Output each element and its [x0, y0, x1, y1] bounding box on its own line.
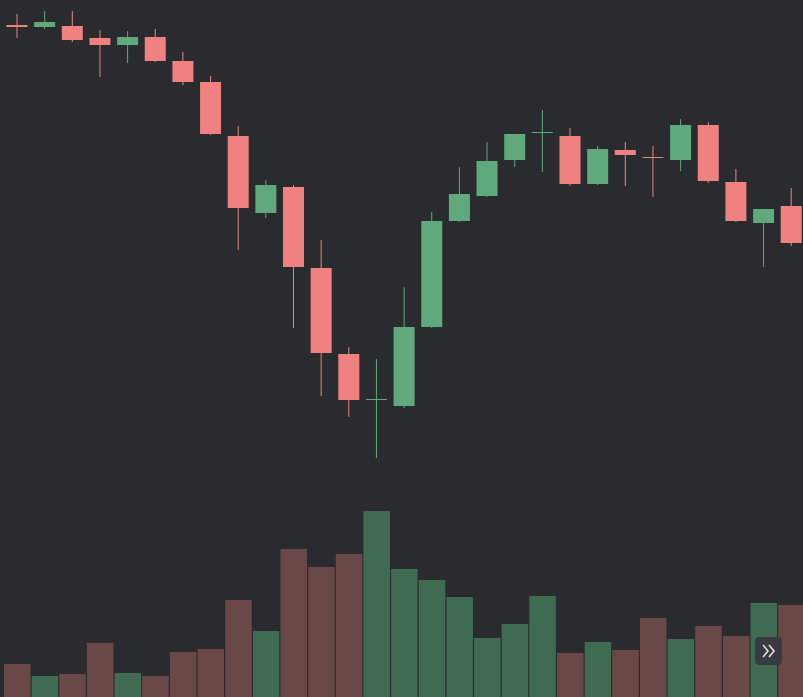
volume-bar [557, 653, 584, 697]
candle-body [504, 134, 526, 160]
candle-body [559, 136, 581, 184]
volume-bar [114, 673, 142, 697]
candle-body [421, 221, 443, 327]
volume-bar [31, 676, 59, 697]
candle-body [6, 25, 28, 27]
candle-body [310, 268, 332, 353]
volume-bar [612, 650, 639, 697]
candle-body [642, 157, 664, 158]
candle-body [780, 206, 802, 243]
volume-bar [363, 511, 390, 697]
volume-bar [225, 600, 252, 697]
volume-bar [584, 642, 612, 697]
volume-bar [391, 569, 418, 697]
candle-body [172, 61, 194, 82]
volume-bar [308, 567, 335, 697]
candle-body [725, 182, 747, 221]
candle-body [227, 136, 249, 208]
candle-body [338, 354, 360, 400]
volume-bar [474, 638, 501, 697]
candle-body [697, 125, 719, 181]
volume-bar [59, 674, 86, 697]
volume-bar [86, 643, 114, 697]
volume-bar [778, 605, 803, 697]
double-arrow-icon [762, 644, 776, 658]
volume-bar [142, 676, 169, 697]
volume-bar [667, 639, 695, 697]
candle-body [200, 82, 222, 134]
candle-body [34, 22, 56, 27]
candle-body [61, 26, 83, 40]
volume-bar [446, 597, 473, 697]
candle-body [393, 327, 415, 406]
candle-body [587, 149, 609, 184]
scroll-to-latest-button[interactable] [755, 637, 782, 665]
candle-body [144, 37, 166, 61]
candle-body [531, 132, 553, 133]
volume-bar [722, 636, 750, 697]
volume-bar [501, 624, 529, 697]
volume-bar [418, 580, 446, 697]
candle-body [476, 161, 498, 196]
volume-bar [280, 549, 307, 697]
candle-body [255, 185, 277, 213]
candle-body [448, 194, 470, 221]
candle-body [89, 38, 111, 45]
candle-body [614, 150, 636, 155]
volume-bar [169, 652, 197, 697]
candle-body [117, 37, 139, 45]
volume-bar [529, 596, 556, 697]
candle-body [365, 399, 387, 400]
candle-body [670, 125, 692, 160]
volume-bar [4, 664, 31, 697]
candle-body [283, 187, 304, 267]
volume-bar [695, 626, 722, 697]
volume-bar [197, 649, 225, 697]
volume-bar [639, 618, 667, 697]
volume-bar [335, 554, 363, 697]
volume-bar [252, 631, 280, 697]
candle-body [753, 209, 775, 223]
